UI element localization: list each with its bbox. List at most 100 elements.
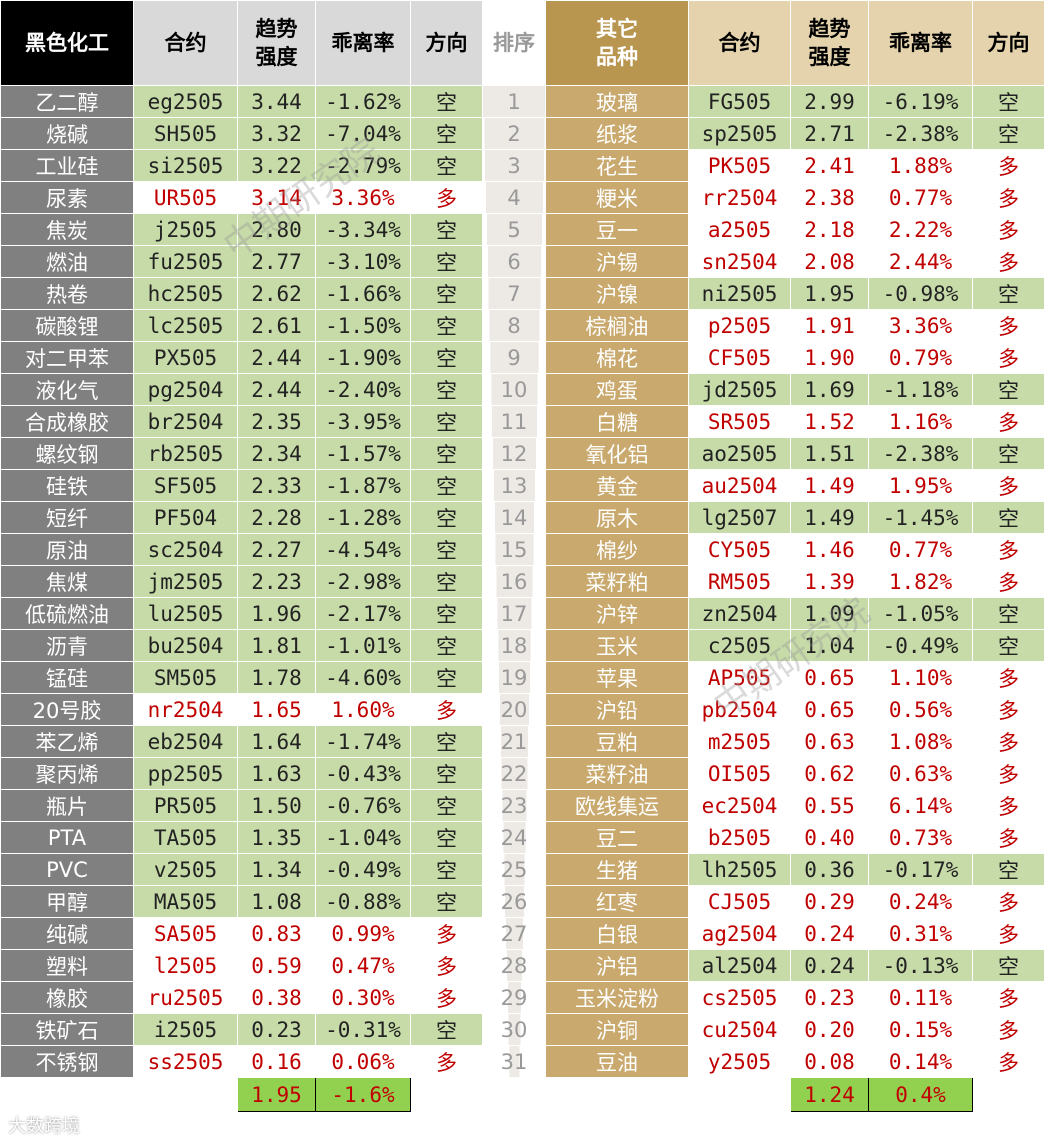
deviation: 0.77% [868,533,973,566]
contract: b2505 [688,821,791,854]
rank: 16 [482,565,546,598]
contract: lu2505 [133,597,238,630]
name: 锰硅 [0,661,134,694]
name: 短纤 [0,501,134,534]
direction: 空 [972,437,1044,470]
deviation: 2.22% [868,213,973,246]
name: 玉米 [545,629,689,662]
rank: 11 [482,405,546,438]
contract: fu2505 [133,245,238,278]
name: 沪铝 [545,949,689,982]
direction: 空 [972,949,1044,982]
deviation: 0.56% [868,693,973,726]
direction: 空 [410,405,483,438]
trend-strength: 2.41 [790,149,869,182]
direction: 空 [972,629,1044,662]
direction: 多 [972,725,1044,758]
deviation: -2.98% [315,565,411,598]
direction: 多 [972,565,1044,598]
name: 玉米淀粉 [545,981,689,1014]
rank: 13 [482,469,546,502]
contract: bu2504 [133,629,238,662]
deviation: 0.79% [868,341,973,374]
trend-strength: 2.18 [790,213,869,246]
contract: hc2505 [133,277,238,310]
empty [545,1077,689,1112]
contract: SR505 [688,405,791,438]
contract: RM505 [688,565,791,598]
rank: 19 [482,661,546,694]
contract: rr2504 [688,181,791,214]
direction: 空 [410,533,483,566]
deviation: -1.90% [315,341,411,374]
rank: 1 [482,85,546,118]
deviation: -1.87% [315,469,411,502]
header-cell: 合约 [133,0,238,86]
trend-strength: 0.20 [790,1013,869,1046]
contract: au2504 [688,469,791,502]
deviation: -0.76% [315,789,411,822]
trend-strength: 0.36 [790,853,869,886]
deviation: 1.60% [315,693,411,726]
average: -1.6% [315,1077,411,1112]
contract: c2505 [688,629,791,662]
name: 生猪 [545,853,689,886]
direction: 空 [972,277,1044,310]
deviation: -0.13% [868,949,973,982]
name: 豆油 [545,1045,689,1078]
name: 合成橡胶 [0,405,134,438]
trend-strength: 2.77 [237,245,316,278]
contract: j2505 [133,213,238,246]
trend-strength: 0.38 [237,981,316,1014]
direction: 多 [410,693,483,726]
trend-strength: 0.24 [790,949,869,982]
trend-strength: 1.46 [790,533,869,566]
contract: m2505 [688,725,791,758]
rank: 2 [482,117,546,150]
header-cell: 方向 [972,0,1044,86]
direction: 空 [410,117,483,150]
rank: 27 [482,917,546,950]
name: 沪锡 [545,245,689,278]
name: 燃油 [0,245,134,278]
direction: 空 [972,85,1044,118]
contract: nr2504 [133,693,238,726]
deviation: -0.98% [868,277,973,310]
direction: 多 [972,693,1044,726]
name: 沪铜 [545,1013,689,1046]
trend-strength: 2.34 [237,437,316,470]
contract: i2505 [133,1013,238,1046]
direction: 多 [410,181,483,214]
contract: lc2505 [133,309,238,342]
contract: ao2505 [688,437,791,470]
deviation: 0.11% [868,981,973,1014]
trend-strength: 1.49 [790,469,869,502]
contract: lg2507 [688,501,791,534]
trend-strength: 1.78 [237,661,316,694]
rank: 6 [482,245,546,278]
deviation: 1.95% [868,469,973,502]
trend-strength: 2.62 [237,277,316,310]
contract: sp2505 [688,117,791,150]
rank: 15 [482,533,546,566]
name: 焦炭 [0,213,134,246]
contract: pp2505 [133,757,238,790]
header-cell: 方向 [410,0,483,86]
deviation: -1.74% [315,725,411,758]
direction: 多 [972,181,1044,214]
name: 粳米 [545,181,689,214]
trend-strength: 2.38 [790,181,869,214]
deviation: -3.10% [315,245,411,278]
trend-strength: 0.59 [237,949,316,982]
contract: UR505 [133,181,238,214]
direction: 空 [410,85,483,118]
name: 热卷 [0,277,134,310]
direction: 多 [410,949,483,982]
deviation: -0.49% [868,629,973,662]
name: 玻璃 [545,85,689,118]
direction: 空 [410,309,483,342]
name: 沪镍 [545,277,689,310]
contract: lh2505 [688,853,791,886]
name: 欧线集运 [545,789,689,822]
direction: 空 [410,1013,483,1046]
